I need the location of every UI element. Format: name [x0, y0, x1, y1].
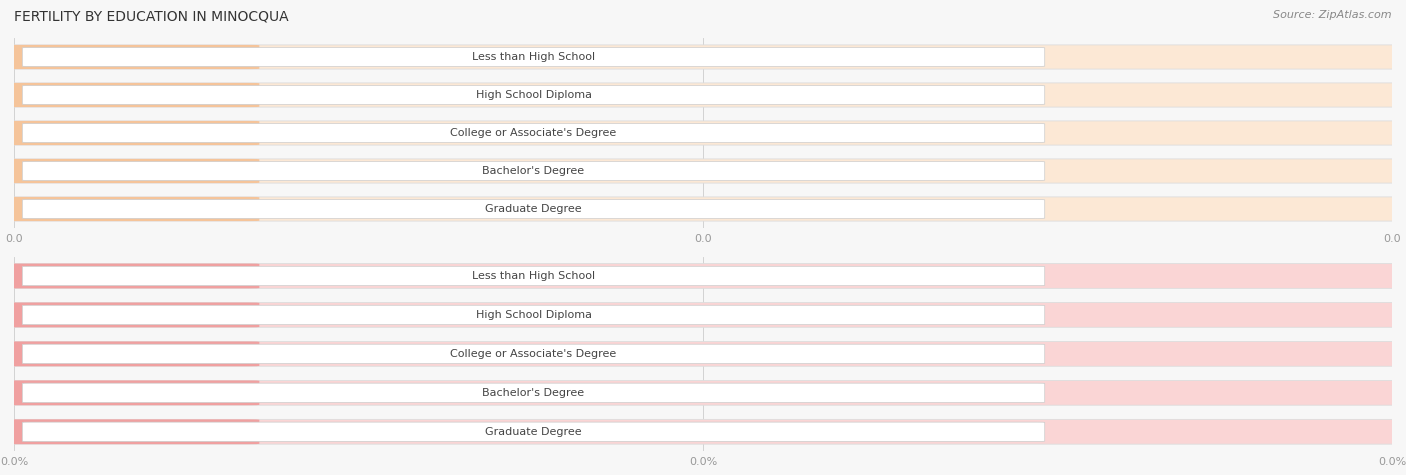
FancyBboxPatch shape: [3, 45, 259, 69]
Text: 0.0%: 0.0%: [212, 349, 243, 359]
FancyBboxPatch shape: [22, 266, 1045, 285]
FancyBboxPatch shape: [22, 124, 1045, 142]
Text: 0.0: 0.0: [224, 166, 243, 176]
FancyBboxPatch shape: [22, 48, 1045, 66]
Text: 0.0%: 0.0%: [212, 427, 243, 437]
FancyBboxPatch shape: [22, 305, 1045, 324]
Text: High School Diploma: High School Diploma: [475, 310, 592, 320]
Text: 0.0%: 0.0%: [212, 271, 243, 281]
Text: Bachelor's Degree: Bachelor's Degree: [482, 166, 585, 176]
FancyBboxPatch shape: [3, 121, 259, 145]
FancyBboxPatch shape: [22, 162, 1045, 180]
Text: College or Associate's Degree: College or Associate's Degree: [450, 128, 617, 138]
FancyBboxPatch shape: [3, 342, 1403, 366]
FancyBboxPatch shape: [22, 86, 1045, 104]
FancyBboxPatch shape: [3, 303, 1403, 327]
FancyBboxPatch shape: [3, 45, 1403, 69]
FancyBboxPatch shape: [3, 121, 1403, 145]
Text: Bachelor's Degree: Bachelor's Degree: [482, 388, 585, 398]
FancyBboxPatch shape: [3, 380, 1403, 405]
Text: Less than High School: Less than High School: [472, 271, 595, 281]
FancyBboxPatch shape: [3, 159, 259, 183]
FancyBboxPatch shape: [3, 303, 259, 327]
Text: Graduate Degree: Graduate Degree: [485, 204, 582, 214]
Text: Less than High School: Less than High School: [472, 52, 595, 62]
FancyBboxPatch shape: [22, 344, 1045, 363]
Text: FERTILITY BY EDUCATION IN MINOCQUA: FERTILITY BY EDUCATION IN MINOCQUA: [14, 10, 288, 23]
FancyBboxPatch shape: [3, 197, 1403, 221]
FancyBboxPatch shape: [22, 383, 1045, 402]
Text: College or Associate's Degree: College or Associate's Degree: [450, 349, 617, 359]
Text: High School Diploma: High School Diploma: [475, 90, 592, 100]
Text: 0.0%: 0.0%: [212, 388, 243, 398]
FancyBboxPatch shape: [3, 197, 259, 221]
Text: 0.0: 0.0: [224, 90, 243, 100]
FancyBboxPatch shape: [22, 422, 1045, 441]
FancyBboxPatch shape: [3, 380, 259, 405]
Text: 0.0%: 0.0%: [212, 310, 243, 320]
FancyBboxPatch shape: [3, 83, 259, 107]
Text: Source: ZipAtlas.com: Source: ZipAtlas.com: [1274, 10, 1392, 19]
FancyBboxPatch shape: [3, 419, 259, 444]
FancyBboxPatch shape: [22, 200, 1045, 219]
FancyBboxPatch shape: [3, 264, 1403, 288]
FancyBboxPatch shape: [3, 83, 1403, 107]
Text: 0.0: 0.0: [224, 204, 243, 214]
Text: 0.0: 0.0: [224, 52, 243, 62]
FancyBboxPatch shape: [3, 159, 1403, 183]
Text: Graduate Degree: Graduate Degree: [485, 427, 582, 437]
FancyBboxPatch shape: [3, 342, 259, 366]
Text: 0.0: 0.0: [224, 128, 243, 138]
FancyBboxPatch shape: [3, 264, 259, 288]
FancyBboxPatch shape: [3, 419, 1403, 444]
